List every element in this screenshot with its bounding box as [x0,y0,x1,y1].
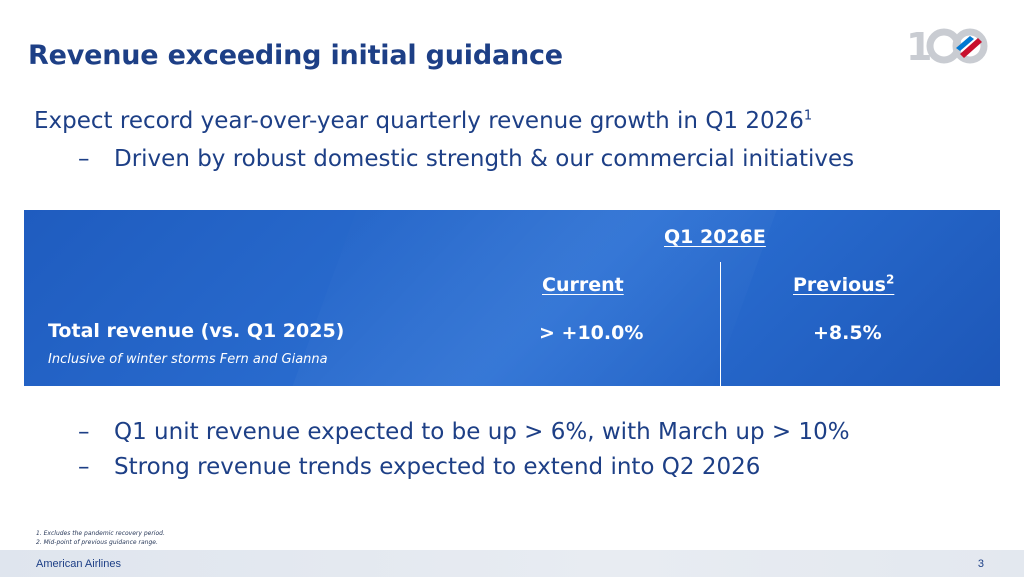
main-bullet-text: Expect record year-over-year quarterly r… [34,108,804,134]
footnote-ref-2: 2 [885,272,895,287]
column-header-previous: Previous2 [793,274,894,296]
column-header-current: Current [542,274,624,296]
sub-bullet-text: Q1 unit revenue expected to be up > 6%, … [114,419,850,445]
bullet-dash: – [78,146,90,172]
sub-bullet-revenue-trends: – Strong revenue trends expected to exten… [78,454,760,480]
page-number: 3 [977,558,984,570]
sub-bullet-domestic-strength: – Driven by robust domestic strength & ou… [78,146,854,172]
bullet-dash: – [78,454,90,480]
sub-bullet-text: Strong revenue trends expected to extend… [114,454,761,480]
period-header: Q1 2026E [664,226,766,248]
guidance-table: Q1 2026E Current Previous2 Total revenue… [24,210,1000,386]
value-current: > +10.0% [539,322,644,344]
column-divider [720,262,721,386]
slide-title: Revenue exceeding initial guidance [28,40,563,71]
footer-bar: American Airlines 3 [0,550,1024,577]
centennial-100-logo-icon: 1 [906,25,988,68]
value-previous: +8.5% [813,322,882,344]
bullet-dash: – [78,419,90,445]
footer-brand: American Airlines [36,558,121,570]
footnote-2: 2. Mid-point of previous guidance range. [36,539,158,546]
row-label-total-revenue: Total revenue (vs. Q1 2025) [48,320,345,342]
main-bullet: Expect record year-over-year quarterly r… [34,108,812,134]
footnote-1: 1. Excludes the pandemic recovery period… [36,530,165,537]
sub-bullet-text: Driven by robust domestic strength & our… [114,146,855,172]
column-header-previous-text: Previous [793,274,886,296]
sub-bullet-unit-revenue: – Q1 unit revenue expected to be up > 6%,… [78,419,850,445]
footnote-ref-1: 1 [803,108,813,124]
row-note-winter-storms: Inclusive of winter storms Fern and Gian… [48,352,328,367]
